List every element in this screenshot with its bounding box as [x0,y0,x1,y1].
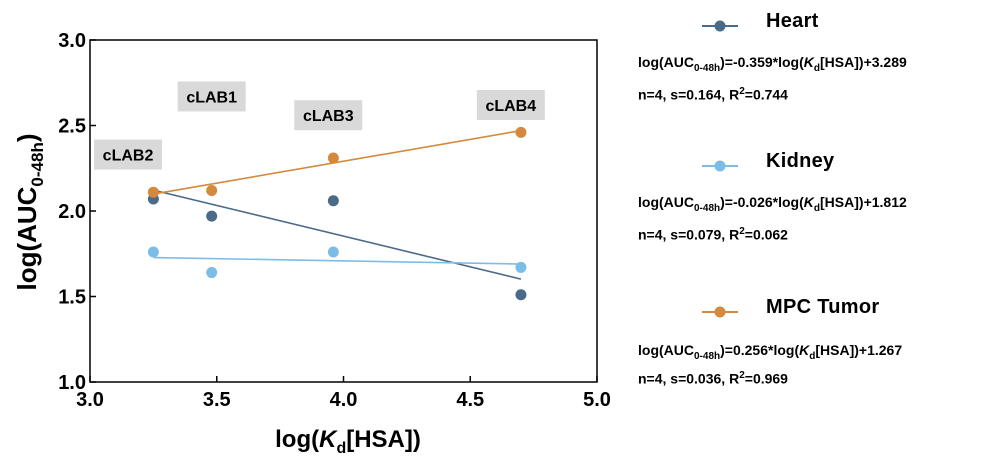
data-point-heart [328,195,339,206]
y-tick-label: 3.0 [58,30,86,52]
data-point-mpc-tumor [515,127,526,138]
legend-series-name: Kidney [766,150,834,173]
y-axis-title: log(AUC0-48h) [12,133,47,290]
legend-stats: n=4, s=0.036, R2=0.969 [638,370,788,387]
x-tick-label: 5.0 [583,389,611,411]
plot-layer: 3.0 3.5 4.0 4.5 5.01.01.52.02.53.0cLAB2cLAB1… [58,30,611,411]
legend-equation: log(AUC0-48h)=-0.359*log(Kd[HSA])+3.289 [638,54,907,74]
compound-label: cLAB4 [485,98,536,115]
y-tick-label: 1.5 [58,287,86,309]
data-point-heart [206,211,217,222]
legend-marker-heart [702,15,742,37]
compound-label: cLAB2 [103,148,154,165]
legend-marker-kidney [702,155,742,177]
legend-head: Kidney [702,150,962,180]
compound-label: cLAB3 [303,108,354,125]
legend-equation: log(AUC0-48h)=-0.026*log(Kd[HSA])+1.812 [638,194,907,214]
legend-head: Heart [702,10,962,40]
data-point-kidney [328,247,339,258]
data-point-mpc-tumor [148,187,159,198]
data-point-kidney [206,267,217,278]
legend-series-name: Heart [766,10,819,33]
legend-marker-mpc-tumor [702,301,742,323]
y-tick-label: 2.5 [58,116,86,138]
data-point-mpc-tumor [328,152,339,163]
data-point-kidney [148,247,159,258]
data-point-kidney [515,262,526,273]
x-axis-title: log(Kd[HSA]) [275,426,421,457]
fit-line-kidney [153,258,521,264]
data-point-mpc-tumor [206,185,217,196]
fit-line-mpc-tumor [153,131,521,194]
legend-stats: n=4, s=0.079, R2=0.062 [638,226,788,243]
legend-series-name: MPC Tumor [766,296,879,319]
scatter-plot: 3.0 3.5 4.0 4.5 5.01.01.52.02.53.0cLAB2cLAB1… [0,0,636,457]
legend-equation: log(AUC0-48h)=0.256*log(Kd[HSA])+1.267 [638,342,902,362]
x-tick-label: 3.5 [203,389,231,411]
data-point-heart [515,289,526,300]
y-tick-label: 1.0 [58,372,86,394]
legend-head: MPC Tumor [702,296,962,326]
legend-stats: n=4, s=0.164, R2=0.744 [638,86,788,103]
compound-label: cLAB1 [186,89,237,106]
x-tick-label: 4.0 [330,389,358,411]
x-tick-label: 4.5 [456,389,484,411]
y-tick-label: 2.0 [58,201,86,223]
